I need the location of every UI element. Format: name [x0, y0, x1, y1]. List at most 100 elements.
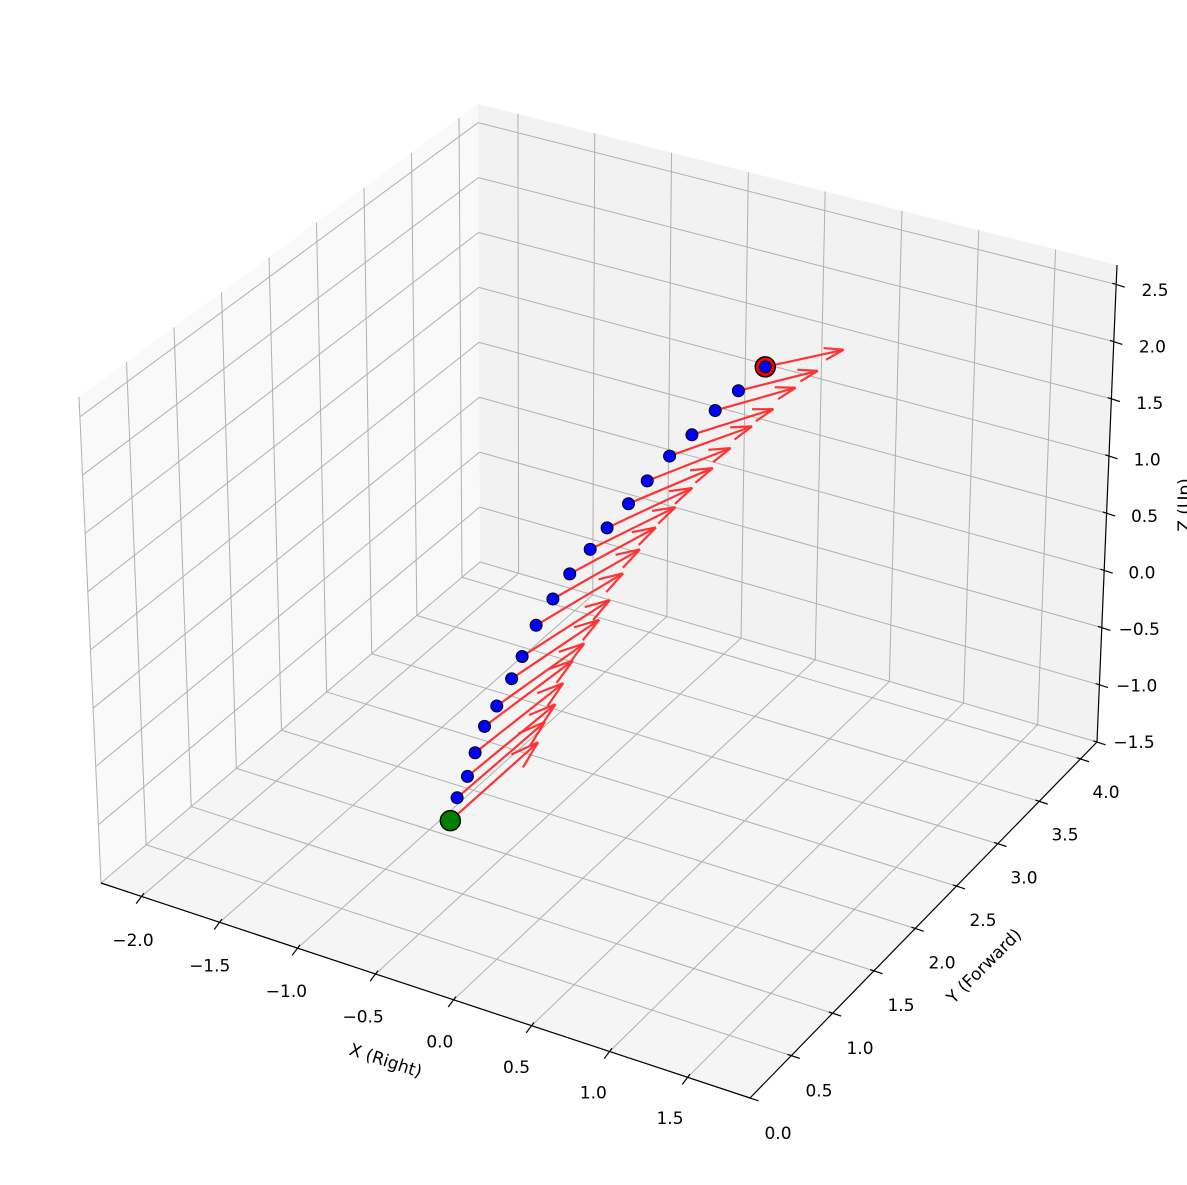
y-gridline [416, 615, 1040, 802]
x-tick-label: −1.5 [189, 956, 230, 976]
trajectory-point [529, 618, 543, 632]
y-gridline [145, 844, 792, 1057]
y-gridline [316, 222, 328, 692]
arrow-shaft [569, 526, 657, 575]
x-gridline [1037, 249, 1057, 725]
gridlines [78, 114, 1117, 1099]
arrow-head [825, 348, 845, 361]
z-tick [1112, 282, 1125, 288]
arrow [738, 368, 819, 392]
arrow [569, 526, 657, 575]
arrow-head [555, 659, 574, 684]
trajectory-point [563, 567, 577, 581]
y-gridline [371, 653, 999, 845]
arrow-shaft [474, 682, 564, 754]
y-tick-label: 3.0 [1010, 868, 1037, 888]
z-gridline [87, 287, 480, 593]
trajectory-point [600, 521, 614, 535]
y-tick-label: 2.0 [928, 954, 955, 974]
trajectory-point [515, 649, 529, 663]
arrow-head [528, 703, 556, 717]
x-tick [135, 892, 145, 904]
x-axis-line [100, 882, 751, 1099]
arrow-head [799, 369, 819, 383]
z-gridline [478, 177, 1114, 343]
arrow [511, 618, 601, 680]
arrow-shaft [521, 599, 611, 658]
arrow-head [733, 425, 753, 441]
arrow [466, 703, 557, 778]
arrow [474, 682, 565, 754]
arrow [714, 386, 797, 412]
y-tick [1076, 757, 1090, 763]
arrow-head [546, 682, 565, 707]
trajectory-point [731, 384, 745, 398]
arrow-head [615, 548, 641, 556]
x-tick-label: −2.0 [112, 931, 153, 951]
y-tick [869, 969, 883, 975]
arrow-head [592, 599, 611, 621]
x-tick-label: 1.0 [580, 1084, 607, 1104]
arrow-head [712, 447, 732, 463]
z-tick-label: 0.0 [1128, 564, 1155, 584]
z-tick-label: 0.5 [1131, 507, 1158, 527]
z-gridline [479, 506, 1100, 686]
arrow-shaft [511, 618, 600, 680]
arrow-head [584, 598, 611, 609]
y-tick [828, 1011, 842, 1017]
z-tick [1097, 625, 1111, 631]
arrow [691, 408, 775, 436]
x-tick-label: 0.0 [426, 1033, 453, 1053]
arrow-head [598, 572, 624, 581]
arrow-head [605, 572, 624, 593]
x-pane [79, 104, 480, 883]
trajectory-point [758, 360, 772, 374]
trajectory-point [583, 542, 597, 556]
panes [79, 104, 1117, 1098]
trajectory-point [450, 791, 464, 805]
arrow-shaft [738, 369, 819, 392]
y-pane [478, 104, 1117, 742]
x-tick [369, 970, 379, 982]
arrow [449, 741, 540, 822]
arrow-shaft [589, 506, 677, 551]
y-tick [1035, 799, 1048, 805]
y-tick [746, 1096, 759, 1102]
y-gridline [126, 362, 147, 845]
direction-arrows [449, 346, 845, 822]
z-tick [1102, 511, 1116, 517]
arrow [646, 447, 732, 482]
trajectory-point [640, 474, 654, 488]
z-gridline [478, 286, 1110, 457]
z-tick [1100, 568, 1113, 574]
arrow-head [694, 467, 714, 484]
z-tick-label: −1.0 [1116, 677, 1157, 697]
arrow-head [777, 386, 797, 401]
z-gridline [79, 122, 479, 418]
y-gridline [363, 187, 373, 654]
arrow-shaft [669, 425, 753, 458]
y-gridline [268, 257, 282, 731]
x-tick [603, 1047, 613, 1060]
x-axis-label: X (Right) [347, 1040, 425, 1082]
trajectory-point [490, 699, 504, 713]
arrow [521, 598, 611, 658]
y-gridline [236, 767, 875, 972]
x-tick [213, 918, 223, 930]
arrow-head [536, 682, 564, 695]
z-tick-label: 1.5 [1136, 394, 1163, 414]
arrow [552, 548, 641, 600]
x-tick-label: 1.5 [656, 1109, 683, 1129]
arrow-head [651, 506, 676, 513]
x-gridline [740, 172, 749, 639]
arrow-head [567, 642, 586, 666]
z-tick-label: −0.5 [1119, 620, 1160, 640]
x-tick [447, 996, 457, 1008]
arrow-head [674, 487, 694, 505]
y-gridline [191, 806, 833, 1014]
axes: −2.0 −1.5 −1.0 −0.5 0.0 0.5 1.0 1.5 0.0 0.5 1.0 1.5… [100, 264, 1169, 1144]
z-gridline [478, 232, 1112, 400]
y-tick-label: 3.5 [1051, 826, 1078, 846]
z-tick-label: 2.0 [1139, 338, 1166, 358]
